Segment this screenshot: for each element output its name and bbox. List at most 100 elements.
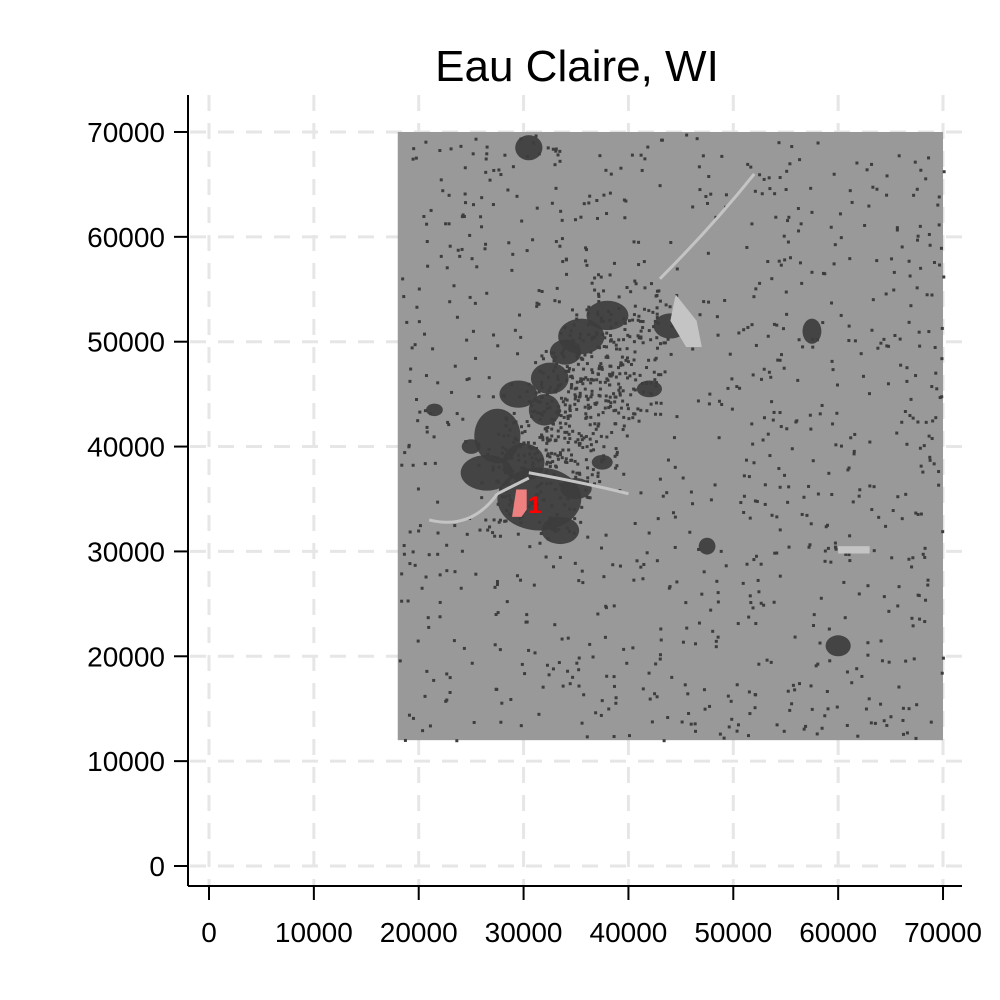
- developed-pixel: [438, 573, 442, 577]
- developed-pixel: [649, 402, 653, 406]
- developed-pixel: [586, 476, 590, 480]
- developed-pixel: [691, 205, 695, 209]
- urban-area: [549, 339, 582, 365]
- developed-pixel: [700, 592, 704, 596]
- developed-pixel: [567, 367, 571, 371]
- developed-pixel: [531, 446, 535, 450]
- developed-pixel: [782, 729, 786, 733]
- developed-pixel: [573, 393, 577, 397]
- developed-pixel: [668, 305, 672, 309]
- developed-pixel: [557, 405, 561, 409]
- developed-pixel: [614, 701, 618, 705]
- developed-pixel: [505, 600, 509, 604]
- developed-pixel: [659, 401, 663, 405]
- developed-pixel: [660, 138, 664, 142]
- developed-pixel: [600, 316, 604, 320]
- developed-pixel: [937, 223, 941, 227]
- developed-pixel: [556, 377, 560, 381]
- developed-pixel: [620, 355, 624, 359]
- developed-pixel: [576, 362, 580, 366]
- developed-pixel: [786, 689, 790, 693]
- developed-pixel: [537, 483, 541, 487]
- developed-pixel: [552, 369, 556, 373]
- developed-pixel: [659, 638, 663, 642]
- developed-pixel: [697, 621, 701, 625]
- developed-pixel: [892, 288, 896, 292]
- developed-pixel: [562, 348, 566, 352]
- developed-pixel: [597, 300, 601, 304]
- developed-pixel: [707, 300, 711, 304]
- developed-pixel: [768, 187, 772, 191]
- developed-pixel: [866, 584, 870, 588]
- developed-pixel: [503, 153, 507, 157]
- developed-pixel: [400, 463, 404, 467]
- developed-pixel: [697, 165, 701, 169]
- developed-pixel: [782, 234, 786, 238]
- developed-pixel: [491, 531, 495, 535]
- developed-pixel: [556, 429, 560, 433]
- developed-pixel: [637, 240, 641, 244]
- developed-pixel: [905, 379, 909, 383]
- developed-pixel: [703, 707, 707, 711]
- developed-pixel: [550, 351, 554, 355]
- developed-pixel: [474, 356, 478, 360]
- developed-pixel: [418, 524, 422, 528]
- developed-pixel: [556, 454, 560, 458]
- developed-pixel: [597, 393, 601, 397]
- developed-pixel: [577, 668, 581, 672]
- developed-pixel: [885, 723, 889, 727]
- developed-pixel: [546, 146, 550, 150]
- developed-pixel: [616, 366, 620, 370]
- developed-pixel: [767, 176, 771, 180]
- developed-pixel: [565, 378, 569, 382]
- developed-pixel: [536, 493, 540, 497]
- developed-pixel: [558, 555, 562, 559]
- urban-area: [636, 380, 662, 398]
- developed-pixel: [609, 334, 613, 338]
- developed-pixel: [576, 492, 580, 496]
- developed-pixel: [553, 355, 557, 359]
- developed-pixel: [942, 275, 946, 279]
- developed-pixel: [785, 169, 789, 173]
- developed-pixel: [448, 676, 452, 680]
- developed-pixel: [525, 249, 529, 253]
- developed-pixel: [540, 395, 544, 399]
- developed-pixel: [796, 206, 800, 210]
- developed-pixel: [642, 260, 646, 264]
- developed-pixel: [921, 470, 925, 474]
- developed-pixel: [554, 149, 558, 153]
- developed-pixel: [446, 420, 450, 424]
- developed-pixel: [870, 162, 874, 166]
- urban-area: [460, 454, 514, 491]
- developed-pixel: [626, 376, 630, 380]
- developed-pixel: [714, 645, 718, 649]
- developed-pixel: [737, 331, 741, 335]
- developed-pixel: [606, 378, 610, 382]
- developed-pixel: [465, 338, 469, 342]
- developed-pixel: [649, 338, 653, 342]
- developed-pixel: [514, 420, 518, 424]
- developed-pixel: [759, 601, 763, 605]
- developed-pixel: [470, 257, 474, 261]
- developed-pixel: [783, 473, 787, 477]
- developed-pixel: [736, 723, 740, 727]
- developed-pixel: [930, 385, 934, 389]
- developed-pixel: [624, 358, 628, 362]
- developed-pixel: [464, 201, 468, 205]
- developed-pixel: [533, 452, 537, 456]
- developed-pixel: [933, 345, 937, 349]
- developed-pixel: [534, 361, 538, 365]
- developed-pixel: [563, 430, 567, 434]
- developed-pixel: [417, 287, 421, 291]
- developed-pixel: [612, 675, 616, 679]
- developed-pixel: [622, 338, 626, 342]
- developed-pixel: [518, 395, 522, 399]
- developed-pixel: [872, 485, 876, 489]
- developed-pixel: [580, 379, 584, 383]
- developed-pixel: [491, 468, 495, 472]
- developed-pixel: [905, 731, 909, 735]
- developed-pixel: [584, 416, 588, 420]
- river-water: [528, 471, 629, 496]
- developed-pixel: [884, 292, 888, 296]
- developed-pixel: [763, 502, 767, 506]
